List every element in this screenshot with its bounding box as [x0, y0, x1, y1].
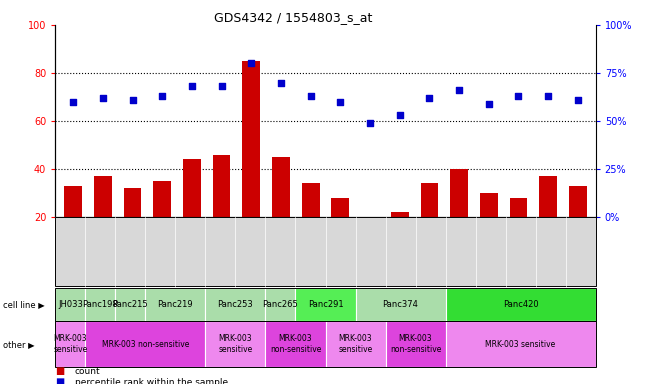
Text: percentile rank within the sample: percentile rank within the sample: [75, 377, 228, 384]
Bar: [64, 186, 82, 265]
Bar: [272, 157, 290, 265]
Text: ■: ■: [55, 377, 64, 384]
Point: [276, 79, 286, 86]
Bar: [450, 169, 468, 265]
Point: [305, 93, 316, 99]
Point: [335, 99, 346, 105]
Text: MRK-003
sensitive: MRK-003 sensitive: [339, 334, 372, 354]
Point: [68, 99, 78, 105]
Point: [187, 83, 197, 89]
Point: [128, 97, 138, 103]
Bar: [213, 155, 230, 265]
Point: [573, 97, 583, 103]
Bar: [153, 181, 171, 265]
Point: [395, 112, 405, 118]
Bar: [183, 159, 201, 265]
Bar: [480, 193, 498, 265]
Point: [157, 93, 167, 99]
Point: [543, 93, 553, 99]
Text: count: count: [75, 367, 100, 376]
Text: Panc219: Panc219: [158, 300, 193, 309]
Text: JH033: JH033: [58, 300, 83, 309]
Text: Panc253: Panc253: [217, 300, 253, 309]
Point: [216, 83, 227, 89]
Point: [98, 95, 108, 101]
Text: MRK-003 non-sensitive: MRK-003 non-sensitive: [102, 339, 189, 349]
Bar: [569, 186, 587, 265]
Text: Panc420: Panc420: [503, 300, 538, 309]
Text: Panc374: Panc374: [383, 300, 419, 309]
Text: cell line ▶: cell line ▶: [3, 300, 45, 309]
Bar: [242, 61, 260, 265]
Text: ■: ■: [55, 366, 64, 376]
Text: MRK-003
sensitive: MRK-003 sensitive: [218, 334, 253, 354]
Text: MRK-003
non-sensitive: MRK-003 non-sensitive: [270, 334, 321, 354]
Text: Panc265: Panc265: [262, 300, 298, 309]
Bar: [391, 212, 409, 265]
Bar: [124, 188, 141, 265]
Text: MRK-003
non-sensitive: MRK-003 non-sensitive: [390, 334, 441, 354]
Bar: [302, 184, 320, 265]
Text: MRK-003
sensitive: MRK-003 sensitive: [53, 334, 87, 354]
Point: [513, 93, 523, 99]
Point: [365, 120, 375, 126]
Bar: [361, 217, 379, 265]
Point: [454, 87, 464, 93]
Bar: [510, 198, 527, 265]
Text: Panc198: Panc198: [83, 300, 118, 309]
Bar: [94, 176, 112, 265]
Text: Panc291: Panc291: [308, 300, 343, 309]
Bar: [331, 198, 349, 265]
Bar: [539, 176, 557, 265]
Text: MRK-003 sensitive: MRK-003 sensitive: [486, 339, 556, 349]
Point: [246, 60, 256, 66]
Text: other ▶: other ▶: [3, 339, 35, 349]
Point: [424, 95, 435, 101]
Text: GDS4342 / 1554803_s_at: GDS4342 / 1554803_s_at: [214, 12, 372, 25]
Bar: [421, 184, 438, 265]
Text: Panc215: Panc215: [113, 300, 148, 309]
Point: [484, 101, 494, 107]
